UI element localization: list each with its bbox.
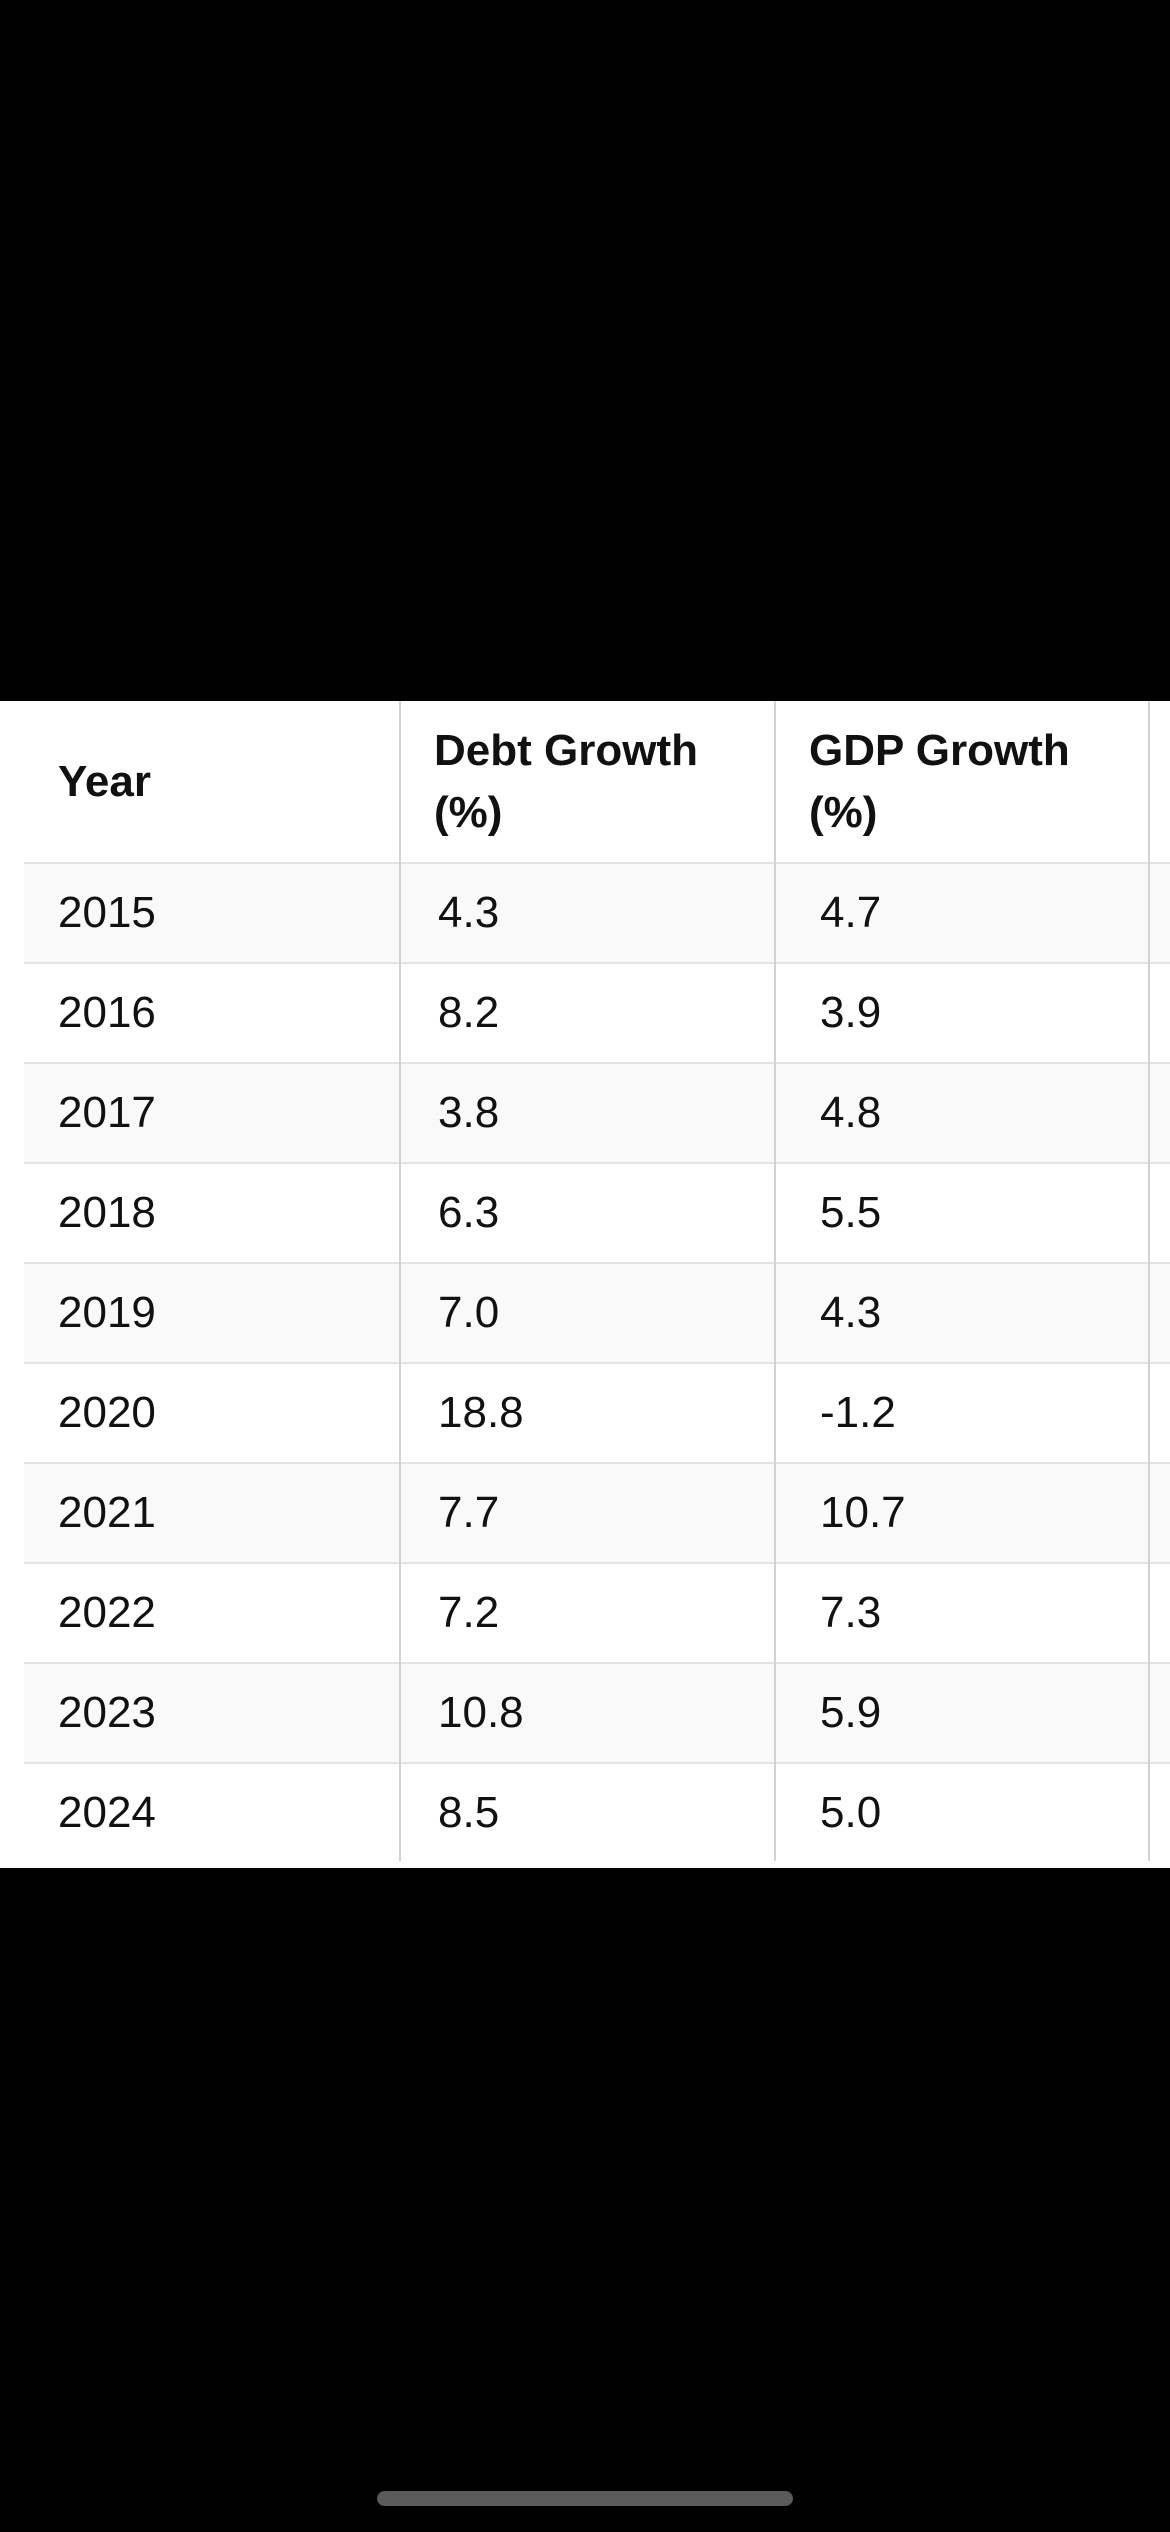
cell-year: 2016 — [58, 988, 156, 1037]
cell-year: 2022 — [58, 1588, 156, 1637]
cell-gdp-growth: 5.0 — [820, 1788, 882, 1837]
table-row: 2023 10.8 5.9 — [24, 1662, 1170, 1762]
table-row: 2020 18.8 -1.2 — [24, 1362, 1170, 1462]
cell-gdp-growth: -1.2 — [820, 1388, 896, 1437]
cell-gdp-growth: 5.9 — [820, 1688, 882, 1737]
table-row: 2019 7.0 4.3 — [24, 1262, 1170, 1362]
cell-debt-growth: 7.7 — [438, 1488, 500, 1537]
cell-gdp-growth: 3.9 — [820, 988, 882, 1037]
cell-year: 2020 — [58, 1388, 156, 1437]
cell-year: 2023 — [58, 1688, 156, 1737]
table-row: 2024 8.5 5.0 — [24, 1762, 1170, 1862]
cell-gdp-growth: 4.7 — [820, 888, 882, 937]
table-row: 2018 6.3 5.5 — [24, 1162, 1170, 1262]
cell-debt-growth: 8.2 — [438, 988, 500, 1037]
cell-year: 2019 — [58, 1288, 156, 1337]
cell-debt-growth: 4.3 — [438, 888, 500, 937]
bottom-black-area — [0, 1868, 1170, 2532]
data-table: Year Debt Growth (%) GDP Growth (%) 2015… — [0, 701, 1170, 1862]
table-row: 2021 7.7 10.7 — [24, 1462, 1170, 1562]
top-black-area — [0, 0, 1170, 701]
cell-debt-growth: 18.8 — [438, 1388, 524, 1437]
data-table-panel[interactable]: Year Debt Growth (%) GDP Growth (%) 2015… — [0, 701, 1170, 1868]
cell-gdp-growth: 4.8 — [820, 1088, 882, 1137]
column-divider — [1148, 701, 1150, 1861]
column-divider — [774, 701, 776, 1861]
cell-debt-growth: 8.5 — [438, 1788, 500, 1837]
cell-debt-growth: 7.2 — [438, 1588, 500, 1637]
cell-gdp-growth: 5.5 — [820, 1188, 882, 1237]
table-row: 2017 3.8 4.8 — [24, 1062, 1170, 1162]
header-year: Year — [58, 756, 151, 806]
table-row: 2022 7.2 7.3 — [24, 1562, 1170, 1662]
cell-year: 2018 — [58, 1188, 156, 1237]
cell-year: 2015 — [58, 888, 156, 937]
table-row: 2015 4.3 4.7 — [24, 862, 1170, 962]
cell-debt-growth: 6.3 — [438, 1188, 500, 1237]
cell-year: 2017 — [58, 1088, 156, 1137]
cell-gdp-growth: 10.7 — [820, 1488, 906, 1537]
table-row: 2016 8.2 3.9 — [24, 962, 1170, 1062]
cell-debt-growth: 10.8 — [438, 1688, 524, 1737]
cell-debt-growth: 3.8 — [438, 1088, 500, 1137]
column-divider — [399, 701, 401, 1861]
home-indicator[interactable] — [377, 2491, 793, 2506]
header-gdp-growth: GDP Growth (%) — [809, 725, 1070, 837]
cell-gdp-growth: 7.3 — [820, 1588, 882, 1637]
cell-debt-growth: 7.0 — [438, 1288, 500, 1337]
header-debt-growth: Debt Growth (%) — [434, 725, 698, 837]
cell-gdp-growth: 4.3 — [820, 1288, 882, 1337]
cell-year: 2021 — [58, 1488, 156, 1537]
cell-year: 2024 — [58, 1788, 156, 1837]
table-header-row: Year Debt Growth (%) GDP Growth (%) — [0, 701, 1170, 862]
